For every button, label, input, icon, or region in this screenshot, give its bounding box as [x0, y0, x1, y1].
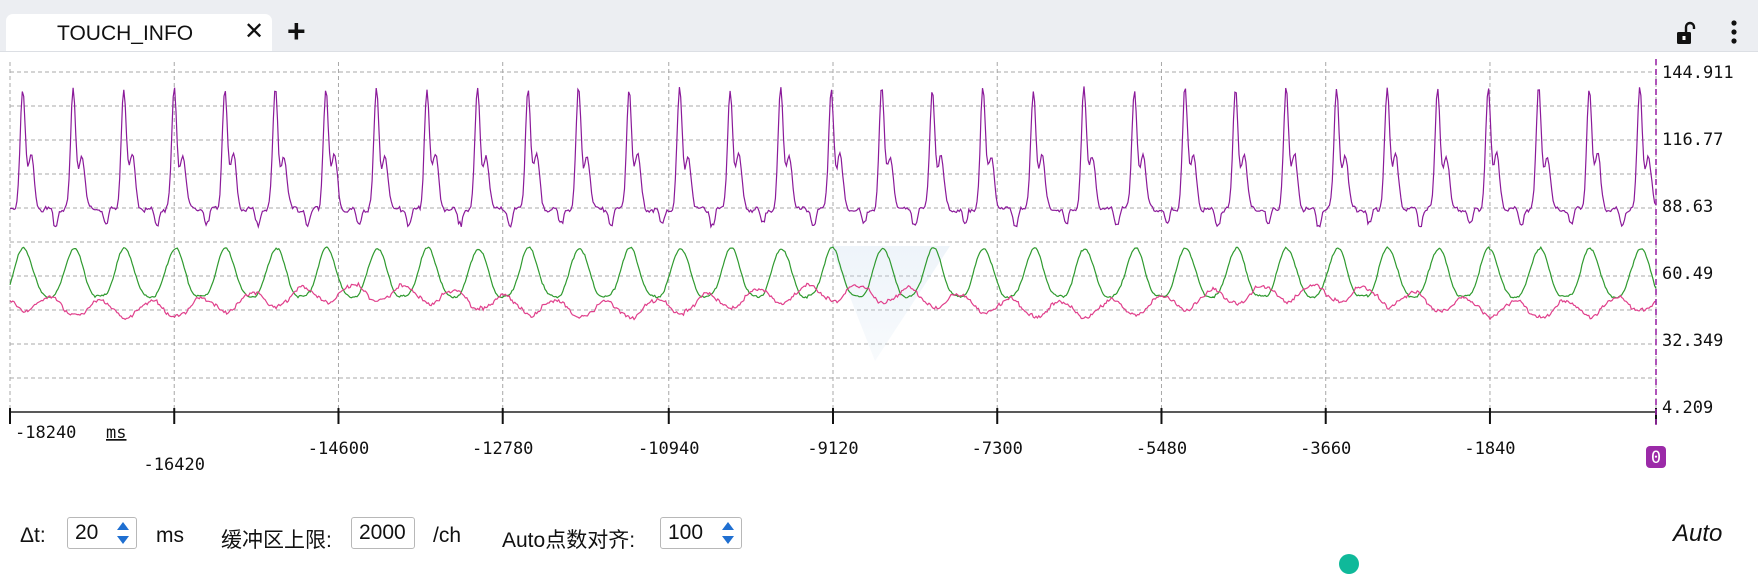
buffer-input[interactable]: 2000	[351, 517, 415, 549]
x-tick-label: -3660	[1300, 439, 1351, 459]
tab-touch-info[interactable]: TOUCH_INFO ✕	[6, 14, 272, 51]
y-tick-label: 116.77	[1662, 130, 1723, 150]
x-tick-label: -9120	[807, 439, 858, 459]
y-tick-label: 4.209	[1662, 398, 1713, 418]
status-dot	[1339, 554, 1359, 574]
y-axis: 144.911 116.77 88.63 60.49 32.349 4.209	[1662, 63, 1734, 418]
y-tick-label: 88.63	[1662, 197, 1713, 217]
y-tick-label: 144.911	[1662, 63, 1734, 83]
x-tick-label: -10940	[638, 439, 699, 459]
dt-value: 20	[75, 521, 99, 544]
series-line-1	[9, 86, 1657, 229]
series-line-3	[9, 281, 1657, 321]
unlock-icon[interactable]	[1676, 21, 1698, 45]
chart-series	[9, 86, 1657, 321]
x-tick-label: -16420	[144, 455, 205, 475]
x-tick-label: -14600	[308, 439, 369, 459]
x-tick-label: -1840	[1464, 439, 1515, 459]
y-tick-label: 60.49	[1662, 264, 1713, 284]
align-input[interactable]: 100	[660, 517, 742, 549]
buffer-label: 缓冲区上限:	[221, 529, 332, 552]
spinner-arrows-icon[interactable]	[719, 520, 737, 546]
dt-unit: ms	[156, 524, 184, 547]
watermark-logo	[830, 246, 950, 361]
tab-bar: TOUCH_INFO ✕ +	[0, 0, 1758, 52]
x-tick-label: -7300	[972, 439, 1023, 459]
y-tick-label: 32.349	[1662, 331, 1723, 351]
waveform-chart[interactable]: 144.911 116.77 88.63 60.49 32.349 4.209 -1824…	[0, 51, 1758, 506]
align-label: Auto点数对齐:	[502, 529, 636, 552]
x-tick-label: -18240	[15, 423, 76, 443]
x-tick-label: -12780	[472, 439, 533, 459]
series-line-2	[9, 245, 1657, 299]
x-tick-label: -5480	[1136, 439, 1187, 459]
mode-auto-label[interactable]: Auto	[1673, 520, 1723, 547]
plus-icon[interactable]: +	[287, 13, 306, 49]
x-axis: -18240 -16420 -14600 -12780 -10940 -9120 -7300…	[9, 408, 1666, 475]
controls-bar: Δt: 20 ms 缓冲区上限: 2000 /ch Auto点数对齐: 100 …	[0, 506, 1758, 574]
spinner-arrows-icon[interactable]	[114, 520, 132, 546]
more-vertical-icon[interactable]	[1722, 18, 1746, 46]
x-unit-label: ms	[106, 423, 126, 443]
align-value: 100	[668, 521, 704, 544]
buffer-value: 2000	[359, 521, 406, 544]
dt-label: Δt:	[20, 524, 46, 547]
x-tick-badge	[1646, 446, 1666, 468]
dt-input[interactable]: 20	[67, 517, 137, 549]
tab-label: TOUCH_INFO	[57, 22, 194, 45]
close-icon[interactable]: ✕	[244, 18, 265, 45]
buffer-unit: /ch	[433, 524, 462, 547]
x-tick-label: 0	[1651, 448, 1661, 468]
